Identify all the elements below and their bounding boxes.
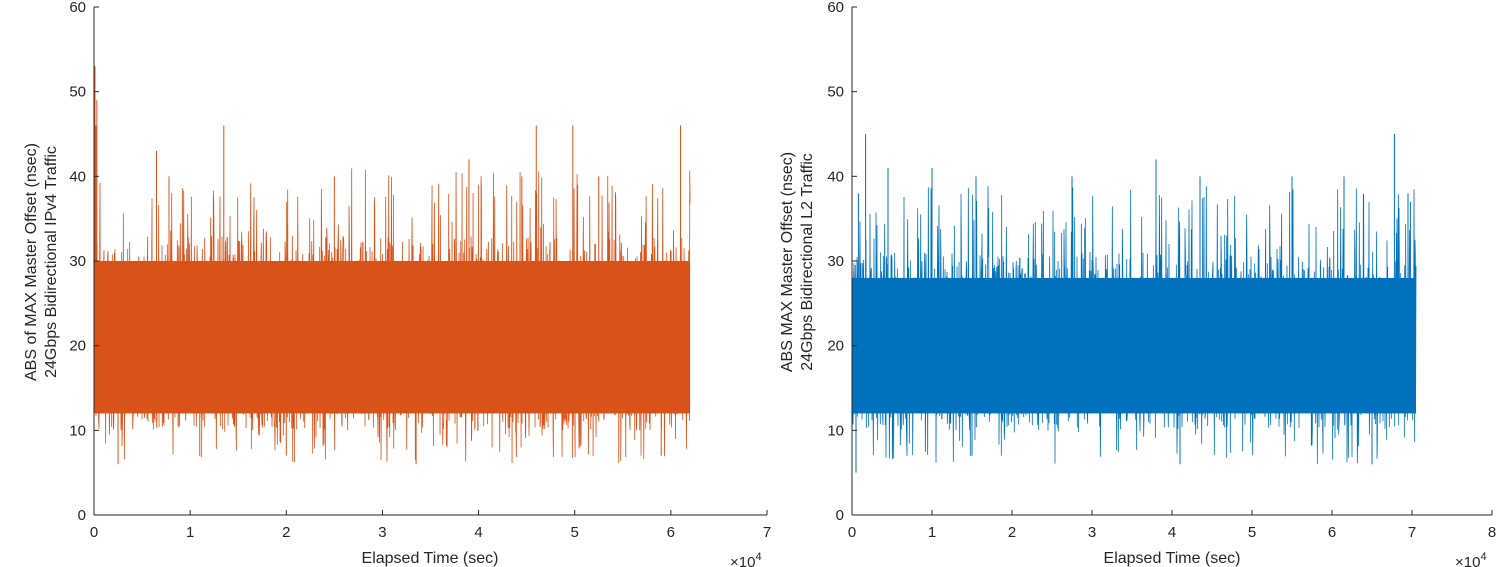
left-x-tick-label: 3	[378, 524, 386, 541]
left-y-tick-label: 50	[69, 84, 86, 101]
left-x-tick-label: 5	[571, 524, 579, 541]
right-y-tick-label: 40	[827, 168, 844, 185]
left-x-tick-label: 4	[474, 524, 482, 541]
right-x-tick-label: 7	[1408, 524, 1416, 541]
right-chart: 0 10 20 30 40 50 60 0 1 2 3 4 5 6 7 8 Elapsed Time (se…	[779, 0, 1496, 567]
left-y-tick-label: 0	[78, 507, 86, 524]
right-x-tick-label: 5	[1248, 524, 1256, 541]
left-x-tick-label: 7	[763, 524, 771, 541]
right-x-multiplier: ×104	[1455, 551, 1487, 567]
left-y-tick-label: 10	[69, 422, 86, 439]
right-y-tick-label: 60	[827, 0, 844, 16]
right-x-tick-label: 2	[1008, 524, 1016, 541]
left-y-tick-label: 60	[69, 0, 86, 16]
left-y-tick-label: 30	[69, 253, 86, 270]
right-x-tick-label: 8	[1488, 524, 1496, 541]
left-x-multiplier: ×104	[730, 551, 762, 567]
left-y-tick-label: 40	[69, 168, 86, 185]
right-plot-area	[851, 134, 1417, 473]
right-x-tick-label: 0	[848, 524, 856, 541]
right-y-tick-label: 0	[836, 507, 844, 524]
left-plot-area	[93, 66, 691, 465]
left-x-tick-label: 0	[90, 524, 98, 541]
left-x-axis-label: Elapsed Time (sec)	[362, 550, 499, 567]
right-y-tick-label: 10	[827, 422, 844, 439]
right-x-axis-label: Elapsed Time (sec)	[1104, 550, 1241, 567]
left-y-ticks: 0 10 20 30 40 50 60	[69, 0, 99, 524]
left-y-axis-label-line2: 24Gbps Bidirectional IPv4 Traffic	[43, 146, 60, 378]
left-y-axis-label-line1: ABS of MAX Master Offset (nsec)	[23, 143, 40, 381]
right-x-ticks: 0 1 2 3 4 5 6 7 8	[848, 510, 1496, 541]
right-x-tick-label: 4	[1168, 524, 1176, 541]
left-x-tick-label: 6	[667, 524, 675, 541]
right-x-tick-label: 1	[928, 524, 936, 541]
right-y-axis-label-line1: ABS MAX Master Offset (nsec)	[779, 152, 796, 372]
right-y-axis-label-line2: 24Gbps Bidirectional L2 Traffic	[799, 153, 816, 371]
right-series-band	[852, 277, 1416, 414]
right-x-tick-label: 3	[1088, 524, 1096, 541]
left-series-band	[94, 261, 691, 414]
left-x-tick-label: 2	[282, 524, 290, 541]
right-y-tick-label: 30	[827, 253, 844, 270]
left-x-ticks: 0 1 2 3 4 5 6 7	[90, 510, 771, 541]
right-y-tick-label: 50	[827, 84, 844, 101]
left-chart: 0 10 20 30 40 50 60 0 1 2 3 4 5 6 7 Elapsed Time (sec…	[23, 0, 771, 567]
right-y-ticks: 0 10 20 30 40 50 60	[827, 0, 857, 524]
left-x-tick-label: 1	[186, 524, 194, 541]
left-y-tick-label: 20	[69, 338, 86, 355]
right-y-tick-label: 20	[827, 338, 844, 355]
right-x-tick-label: 6	[1328, 524, 1336, 541]
